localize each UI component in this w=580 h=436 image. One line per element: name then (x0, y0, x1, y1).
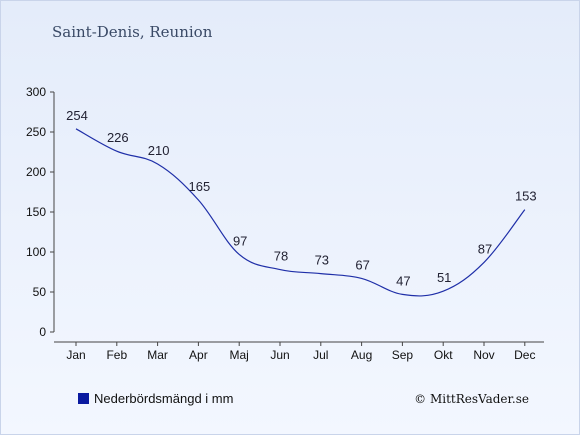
y-tick-label: 100 (26, 245, 46, 259)
series-line (75, 128, 526, 297)
x-tick-label: Feb (106, 348, 127, 362)
x-tick-label: Mar (147, 348, 168, 362)
x-tick-label: Apr (189, 348, 208, 362)
x-ticks: Jan Feb Mar Apr Maj Jun Jul Aug Sep Okt Nov Dec (66, 342, 535, 362)
legend-label: Nederbördsmängd i mm (94, 391, 233, 406)
data-label: 67 (355, 257, 369, 272)
y-tick-label: 50 (33, 285, 47, 299)
y-tick-label: 200 (26, 165, 46, 179)
data-label: 254 (66, 108, 88, 123)
x-tick-label: Nov (473, 348, 494, 362)
x-tick-label: Jul (313, 348, 328, 362)
y-tick-label: 250 (26, 125, 46, 139)
data-label: 87 (478, 241, 492, 256)
data-label: 165 (189, 179, 211, 194)
x-tick-label: Dec (514, 348, 535, 362)
copyright-text: © MittResVader.se (414, 392, 529, 406)
data-label: 73 (315, 253, 329, 268)
data-label: 210 (148, 143, 170, 158)
x-tick-label: Jan (66, 348, 85, 362)
data-labels: 254 226 210 165 97 78 73 67 47 51 87 153 (66, 108, 537, 289)
data-label: 47 (396, 273, 410, 288)
x-tick-label: Maj (230, 348, 249, 362)
data-label: 97 (233, 233, 247, 248)
x-tick-label: Okt (434, 348, 453, 362)
chart-title: Saint-Denis, Reunion (52, 23, 213, 41)
y-tick-label: 0 (39, 325, 46, 339)
y-tick-label: 300 (26, 85, 46, 99)
x-tick-label: Sep (392, 348, 414, 362)
y-ticks: 0 50 100 150 200 250 300 (26, 85, 54, 339)
y-tick-label: 150 (26, 205, 46, 219)
x-tick-label: Jun (270, 348, 289, 362)
data-label: 51 (437, 270, 451, 285)
legend-marker (78, 393, 89, 404)
data-label: 78 (274, 249, 288, 264)
x-tick-label: Aug (351, 348, 372, 362)
data-label: 226 (107, 130, 129, 145)
data-label: 153 (515, 189, 537, 204)
